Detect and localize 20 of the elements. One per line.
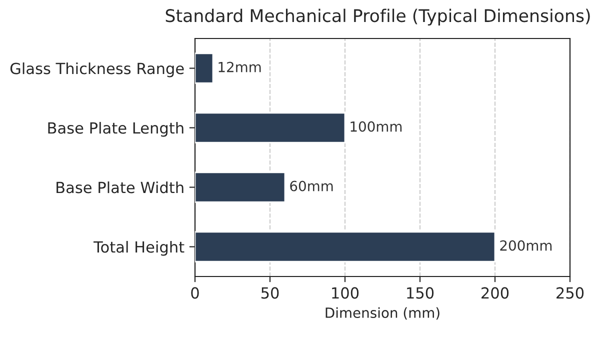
y-tick-label: Glass Thickness Range xyxy=(10,62,184,78)
data-label: 60mm xyxy=(290,180,333,192)
bar xyxy=(195,172,286,203)
data-label: 200mm xyxy=(500,240,552,251)
x-tick-label: 0 xyxy=(191,287,199,299)
x-axis-title: Dimension (mm) xyxy=(326,307,440,320)
x-tick-label: 150 xyxy=(407,287,434,299)
bar xyxy=(195,112,346,144)
x-tick-label: 100 xyxy=(332,287,359,299)
x-tick-label: 200 xyxy=(482,287,509,299)
chart-title: Standard Mechanical Profile (Typical Dimensions) xyxy=(166,8,590,26)
bar xyxy=(195,231,496,262)
x-tick-label: 250 xyxy=(556,287,584,299)
data-label: 12mm xyxy=(218,62,261,72)
data-label: 100mm xyxy=(350,121,402,132)
y-tick-label: Total Height xyxy=(94,240,184,256)
x-tick-label: 50 xyxy=(261,287,279,299)
y-tick-label: Base Plate Length xyxy=(48,122,184,137)
bar xyxy=(195,52,214,84)
y-tick-label: Base Plate Width xyxy=(56,181,184,194)
